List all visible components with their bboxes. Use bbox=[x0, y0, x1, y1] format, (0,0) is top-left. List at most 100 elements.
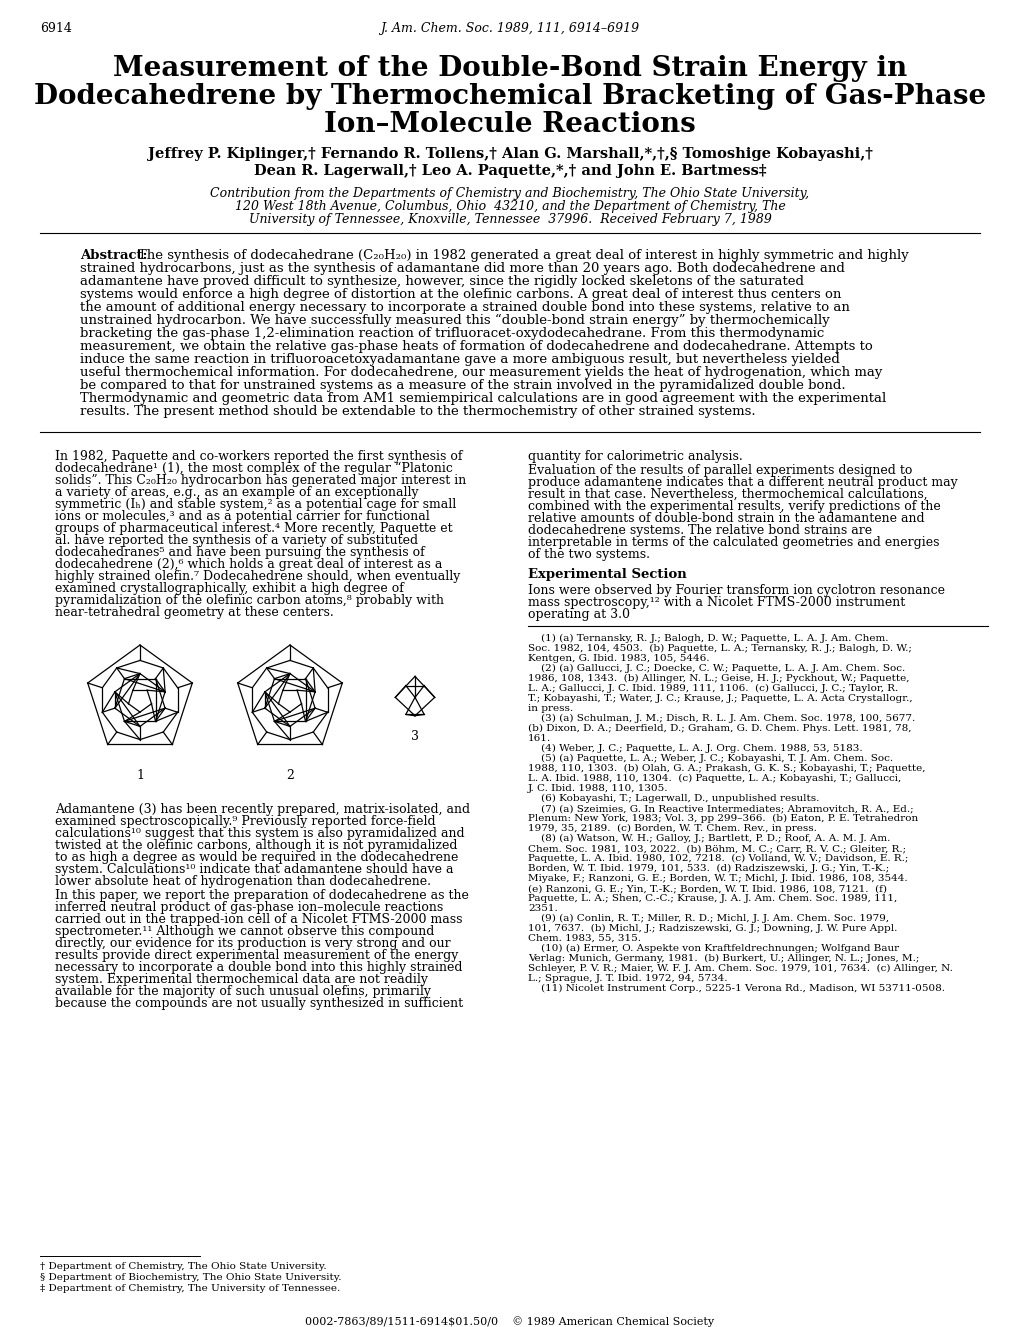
Text: the amount of additional energy necessary to incorporate a strained double bond : the amount of additional energy necessar… bbox=[79, 301, 849, 314]
Text: Adamantene (3) has been recently prepared, matrix-isolated, and: Adamantene (3) has been recently prepare… bbox=[55, 803, 470, 816]
Text: Paquette, L. A.; Shen, C.-C.; Krause, J. A. J. Am. Chem. Soc. 1989, 111,: Paquette, L. A.; Shen, C.-C.; Krause, J.… bbox=[528, 894, 897, 902]
Text: J. C. Ibid. 1988, 110, 1305.: J. C. Ibid. 1988, 110, 1305. bbox=[528, 784, 667, 794]
Text: adamantene have proved difficult to synthesize, however, since the rigidly locke: adamantene have proved difficult to synt… bbox=[79, 275, 803, 288]
Text: (e) Ranzoni, G. E.; Yin, T.-K.; Borden, W. T. Ibid. 1986, 108, 7121.  (f): (e) Ranzoni, G. E.; Yin, T.-K.; Borden, … bbox=[528, 884, 887, 893]
Text: dodecahedrene systems. The relative bond strains are: dodecahedrene systems. The relative bond… bbox=[528, 524, 871, 537]
Text: T.; Kobayashi, T.; Water, J. C.; Krause, J.; Paquette, L. A. Acta Crystallogr.,: T.; Kobayashi, T.; Water, J. C.; Krause,… bbox=[528, 694, 912, 703]
Text: be compared to that for unstrained systems as a measure of the strain involved i: be compared to that for unstrained syste… bbox=[79, 380, 845, 391]
Text: Ions were observed by Fourier transform ion cyclotron resonance: Ions were observed by Fourier transform … bbox=[528, 584, 944, 597]
Text: Jeffrey P. Kiplinger,† Fernando R. Tollens,† Alan G. Marshall,*,†,§ Tomoshige Ko: Jeffrey P. Kiplinger,† Fernando R. Tolle… bbox=[148, 147, 871, 161]
Text: interpretable in terms of the calculated geometries and energies: interpretable in terms of the calculated… bbox=[528, 536, 938, 549]
Text: dodecahedranes⁵ and have been pursuing the synthesis of: dodecahedranes⁵ and have been pursuing t… bbox=[55, 545, 424, 559]
Text: combined with the experimental results, verify predictions of the: combined with the experimental results, … bbox=[528, 500, 940, 514]
Text: system. Calculations¹⁰ indicate that adamantene should have a: system. Calculations¹⁰ indicate that ada… bbox=[55, 863, 453, 876]
Text: system. Experimental thermochemical data are not readily: system. Experimental thermochemical data… bbox=[55, 973, 428, 986]
Text: in press.: in press. bbox=[528, 705, 573, 713]
Text: L.; Sprague, J. T. Ibid. 1972, 94, 5734.: L.; Sprague, J. T. Ibid. 1972, 94, 5734. bbox=[528, 974, 727, 983]
Text: L. A.; Gallucci, J. C. Ibid. 1989, 111, 1106.  (c) Gallucci, J. C.; Taylor, R.: L. A.; Gallucci, J. C. Ibid. 1989, 111, … bbox=[528, 683, 898, 693]
Text: results provide direct experimental measurement of the energy: results provide direct experimental meas… bbox=[55, 949, 458, 962]
Text: 3: 3 bbox=[411, 730, 419, 743]
Text: Soc. 1982, 104, 4503.  (b) Paquette, L. A.; Ternansky, R. J.; Balogh, D. W.;: Soc. 1982, 104, 4503. (b) Paquette, L. A… bbox=[528, 644, 911, 653]
Text: dodecahedrene (2),⁶ which holds a great deal of interest as a: dodecahedrene (2),⁶ which holds a great … bbox=[55, 557, 442, 571]
Text: L. A. Ibid. 1988, 110, 1304.  (c) Paquette, L. A.; Kobayashi, T.; Gallucci,: L. A. Ibid. 1988, 110, 1304. (c) Paquett… bbox=[528, 774, 901, 783]
Text: Contribution from the Departments of Chemistry and Biochemistry, The Ohio State : Contribution from the Departments of Che… bbox=[210, 187, 809, 200]
Text: 2351.: 2351. bbox=[528, 904, 557, 913]
Text: Experimental Section: Experimental Section bbox=[528, 568, 686, 581]
Text: Plenum: New York, 1983; Vol. 3, pp 299–366.  (b) Eaton, P. E. Tetrahedron: Plenum: New York, 1983; Vol. 3, pp 299–3… bbox=[528, 813, 917, 823]
Text: 101, 7637.  (b) Michl, J.; Radziszewski, G. J.; Downing, J. W. Pure Appl.: 101, 7637. (b) Michl, J.; Radziszewski, … bbox=[528, 924, 897, 933]
Text: directly, our evidence for its production is very strong and our: directly, our evidence for its productio… bbox=[55, 937, 450, 950]
Text: Thermodynamic and geometric data from AM1 semiempirical calculations are in good: Thermodynamic and geometric data from AM… bbox=[79, 391, 886, 405]
Text: near-tetrahedral geometry at these centers.: near-tetrahedral geometry at these cente… bbox=[55, 606, 333, 618]
Text: groups of pharmaceutical interest.⁴ More recently, Paquette et: groups of pharmaceutical interest.⁴ More… bbox=[55, 522, 452, 535]
Text: 2: 2 bbox=[285, 770, 293, 782]
Text: carried out in the trapped-ion cell of a Nicolet FTMS-2000 mass: carried out in the trapped-ion cell of a… bbox=[55, 913, 462, 926]
Text: (10) (a) Ermer, O. Aspekte von Kraftfeldrechnungen; Wolfgand Baur: (10) (a) Ermer, O. Aspekte von Kraftfeld… bbox=[528, 943, 898, 953]
Text: Evaluation of the results of parallel experiments designed to: Evaluation of the results of parallel ex… bbox=[528, 464, 911, 476]
Text: J. Am. Chem. Soc. 1989, 111, 6914–6919: J. Am. Chem. Soc. 1989, 111, 6914–6919 bbox=[380, 23, 639, 35]
Text: 1988, 110, 1303.  (b) Olah, G. A.; Prakash, G. K. S.; Kobayashi, T.; Paquette,: 1988, 110, 1303. (b) Olah, G. A.; Prakas… bbox=[528, 764, 924, 774]
Text: Ion–Molecule Reactions: Ion–Molecule Reactions bbox=[324, 111, 695, 138]
Text: solids”. This C₂₀H₂₀ hydrocarbon has generated major interest in: solids”. This C₂₀H₂₀ hydrocarbon has gen… bbox=[55, 474, 466, 487]
Text: quantity for calorimetric analysis.: quantity for calorimetric analysis. bbox=[528, 450, 742, 463]
Text: a variety of areas, e.g., as an example of an exceptionally: a variety of areas, e.g., as an example … bbox=[55, 486, 418, 499]
Text: mass spectroscopy,¹² with a Nicolet FTMS-2000 instrument: mass spectroscopy,¹² with a Nicolet FTMS… bbox=[528, 596, 905, 609]
Text: result in that case. Nevertheless, thermochemical calculations,: result in that case. Nevertheless, therm… bbox=[528, 488, 926, 502]
Text: of the two systems.: of the two systems. bbox=[528, 548, 649, 561]
Text: examined spectroscopically.⁹ Previously reported force-field: examined spectroscopically.⁹ Previously … bbox=[55, 815, 435, 828]
Text: Chem. 1983, 55, 315.: Chem. 1983, 55, 315. bbox=[528, 934, 640, 943]
Text: 161.: 161. bbox=[528, 734, 550, 743]
Text: In 1982, Paquette and co-workers reported the first synthesis of: In 1982, Paquette and co-workers reporte… bbox=[55, 450, 462, 463]
Text: lower absolute heat of hydrogenation than dodecahedrene.: lower absolute heat of hydrogenation tha… bbox=[55, 874, 431, 888]
Text: (8) (a) Watson, W. H.; Galloy, J.; Bartlett, P. D.; Roof, A. A. M. J. Am.: (8) (a) Watson, W. H.; Galloy, J.; Bartl… bbox=[528, 833, 890, 843]
Text: Borden, W. T. Ibid. 1979, 101, 533.  (d) Radziszewski, J. G.; Yin, T.-K.;: Borden, W. T. Ibid. 1979, 101, 533. (d) … bbox=[528, 864, 889, 873]
Text: unstrained hydrocarbon. We have successfully measured this “double-bond strain e: unstrained hydrocarbon. We have successf… bbox=[79, 314, 828, 328]
Text: ‡ Department of Chemistry, The University of Tennessee.: ‡ Department of Chemistry, The Universit… bbox=[40, 1285, 340, 1292]
Text: 120 West 18th Avenue, Columbus, Ohio  43210, and the Department of Chemistry, Th: 120 West 18th Avenue, Columbus, Ohio 432… bbox=[234, 200, 785, 214]
Text: calculations¹⁰ suggest that this system is also pyramidalized and: calculations¹⁰ suggest that this system … bbox=[55, 827, 465, 840]
Text: (7) (a) Szeimies, G. In Reactive Intermediates; Abramovitch, R. A., Ed.;: (7) (a) Szeimies, G. In Reactive Interme… bbox=[528, 804, 913, 813]
Text: Miyake, F.; Ranzoni, G. E.; Borden, W. T.; Michl, J. Ibid. 1986, 108, 3544.: Miyake, F.; Ranzoni, G. E.; Borden, W. T… bbox=[528, 874, 907, 882]
Text: Paquette, L. A. Ibid. 1980, 102, 7218.  (c) Volland, W. V.; Davidson, E. R.;: Paquette, L. A. Ibid. 1980, 102, 7218. (… bbox=[528, 855, 908, 863]
Text: pyramidalization of the olefinic carbon atoms,⁸ probably with: pyramidalization of the olefinic carbon … bbox=[55, 594, 443, 606]
Text: (b) Dixon, D. A.; Deerfield, D.; Graham, G. D. Chem. Phys. Lett. 1981, 78,: (b) Dixon, D. A.; Deerfield, D.; Graham,… bbox=[528, 725, 911, 733]
Text: Dean R. Lagerwall,† Leo A. Paquette,*,† and John E. Bartmess‡: Dean R. Lagerwall,† Leo A. Paquette,*,† … bbox=[254, 165, 765, 178]
Text: 1986, 108, 1343.  (b) Allinger, N. L.; Geise, H. J.; Pyckhout, W.; Paquette,: 1986, 108, 1343. (b) Allinger, N. L.; Ge… bbox=[528, 674, 909, 683]
Text: bracketing the gas-phase 1,2-elimination reaction of trifluoracet-oxydodecahedra: bracketing the gas-phase 1,2-elimination… bbox=[79, 326, 823, 340]
Text: highly strained olefin.⁷ Dodecahedrene should, when eventually: highly strained olefin.⁷ Dodecahedrene s… bbox=[55, 571, 460, 583]
Text: Chem. Soc. 1981, 103, 2022.  (b) Böhm, M. C.; Carr, R. V. C.; Gleiter, R.;: Chem. Soc. 1981, 103, 2022. (b) Böhm, M.… bbox=[528, 844, 905, 853]
Text: produce adamantene indicates that a different neutral product may: produce adamantene indicates that a diff… bbox=[528, 476, 957, 490]
Text: In this paper, we report the preparation of dodecahedrene as the: In this paper, we report the preparation… bbox=[55, 889, 469, 902]
Text: 0002-7863/89/1511-6914$01.50/0    © 1989 American Chemical Society: 0002-7863/89/1511-6914$01.50/0 © 1989 Am… bbox=[305, 1316, 714, 1327]
Text: (6) Kobayashi, T.; Lagerwall, D., unpublished results.: (6) Kobayashi, T.; Lagerwall, D., unpubl… bbox=[528, 794, 818, 803]
Text: (2) (a) Gallucci, J. C.; Doecke, C. W.; Paquette, L. A. J. Am. Chem. Soc.: (2) (a) Gallucci, J. C.; Doecke, C. W.; … bbox=[528, 664, 905, 673]
Text: 1979, 35, 2189.  (c) Borden, W. T. Chem. Rev., in press.: 1979, 35, 2189. (c) Borden, W. T. Chem. … bbox=[528, 824, 816, 833]
Text: necessary to incorporate a double bond into this highly strained: necessary to incorporate a double bond i… bbox=[55, 961, 462, 974]
Text: Dodecahedrene by Thermochemical Bracketing of Gas-Phase: Dodecahedrene by Thermochemical Bracketi… bbox=[34, 84, 985, 110]
Text: Kentgen, G. Ibid. 1983, 105, 5446.: Kentgen, G. Ibid. 1983, 105, 5446. bbox=[528, 654, 709, 664]
Text: examined crystallographically, exhibit a high degree of: examined crystallographically, exhibit a… bbox=[55, 583, 404, 594]
Text: (9) (a) Conlin, R. T.; Miller, R. D.; Michl, J. J. Am. Chem. Soc. 1979,: (9) (a) Conlin, R. T.; Miller, R. D.; Mi… bbox=[528, 914, 889, 924]
Text: Measurement of the Double-Bond Strain Energy in: Measurement of the Double-Bond Strain En… bbox=[113, 54, 906, 82]
Text: dodecahedrane¹ (1), the most complex of the regular “Platonic: dodecahedrane¹ (1), the most complex of … bbox=[55, 462, 452, 475]
Text: Abstract:: Abstract: bbox=[79, 249, 148, 261]
Text: The synthesis of dodecahedrane (C₂₀H₂₀) in 1982 generated a great deal of intere: The synthesis of dodecahedrane (C₂₀H₂₀) … bbox=[138, 249, 908, 261]
Text: 6914: 6914 bbox=[40, 23, 71, 35]
Text: inferred neutral product of gas-phase ion–molecule reactions: inferred neutral product of gas-phase io… bbox=[55, 901, 443, 914]
Text: to as high a degree as would be required in the dodecahedrene: to as high a degree as would be required… bbox=[55, 851, 458, 864]
Text: useful thermochemical information. For dodecahedrene, our measurement yields the: useful thermochemical information. For d… bbox=[79, 366, 881, 380]
Text: results. The present method should be extendable to the thermochemistry of other: results. The present method should be ex… bbox=[79, 405, 755, 418]
Text: (3) (a) Schulman, J. M.; Disch, R. L. J. Am. Chem. Soc. 1978, 100, 5677.: (3) (a) Schulman, J. M.; Disch, R. L. J.… bbox=[528, 714, 914, 723]
Text: strained hydrocarbons, just as the synthesis of adamantane did more than 20 year: strained hydrocarbons, just as the synth… bbox=[79, 261, 844, 275]
Text: 1: 1 bbox=[136, 770, 144, 782]
Text: measurement, we obtain the relative gas-phase heats of formation of dodecahedren: measurement, we obtain the relative gas-… bbox=[79, 340, 872, 353]
Text: ions or molecules,³ and as a potential carrier for functional: ions or molecules,³ and as a potential c… bbox=[55, 510, 429, 523]
Text: (1) (a) Ternansky, R. J.; Balogh, D. W.; Paquette, L. A. J. Am. Chem.: (1) (a) Ternansky, R. J.; Balogh, D. W.;… bbox=[528, 634, 888, 644]
Text: University of Tennessee, Knoxville, Tennessee  37996.  Received February 7, 1989: University of Tennessee, Knoxville, Tenn… bbox=[249, 214, 770, 226]
Text: † Department of Chemistry, The Ohio State University.: † Department of Chemistry, The Ohio Stat… bbox=[40, 1262, 326, 1271]
Text: spectrometer.¹¹ Although we cannot observe this compound: spectrometer.¹¹ Although we cannot obser… bbox=[55, 925, 434, 938]
Text: Schleyer, P. V. R.; Maier, W. F. J. Am. Chem. Soc. 1979, 101, 7634.  (c) Allinge: Schleyer, P. V. R.; Maier, W. F. J. Am. … bbox=[528, 963, 952, 973]
Text: operating at 3.0: operating at 3.0 bbox=[528, 608, 630, 621]
Text: available for the majority of such unusual olefins, primarily: available for the majority of such unusu… bbox=[55, 985, 431, 998]
Text: relative amounts of double-bond strain in the adamantene and: relative amounts of double-bond strain i… bbox=[528, 512, 923, 525]
